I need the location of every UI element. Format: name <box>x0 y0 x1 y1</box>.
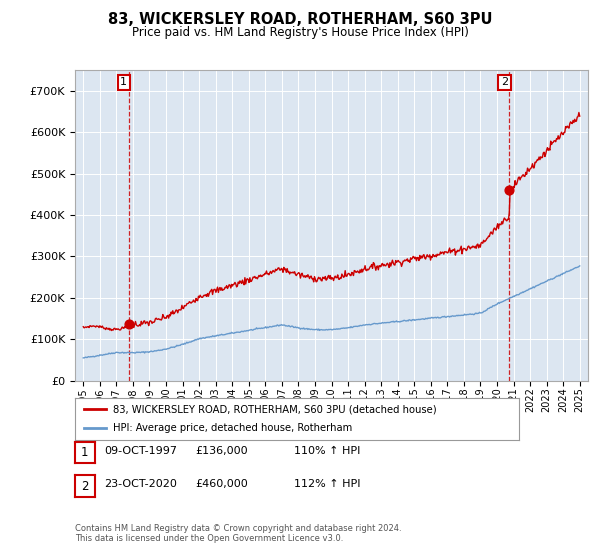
Text: 23-OCT-2020: 23-OCT-2020 <box>104 479 176 489</box>
Text: 112% ↑ HPI: 112% ↑ HPI <box>294 479 361 489</box>
Text: 83, WICKERSLEY ROAD, ROTHERHAM, S60 3PU: 83, WICKERSLEY ROAD, ROTHERHAM, S60 3PU <box>108 12 492 27</box>
Text: HPI: Average price, detached house, Rotherham: HPI: Average price, detached house, Roth… <box>113 423 352 433</box>
Text: 09-OCT-1997: 09-OCT-1997 <box>104 446 177 456</box>
Text: 83, WICKERSLEY ROAD, ROTHERHAM, S60 3PU (detached house): 83, WICKERSLEY ROAD, ROTHERHAM, S60 3PU … <box>113 404 436 414</box>
Text: 2: 2 <box>81 479 89 493</box>
Text: Contains HM Land Registry data © Crown copyright and database right 2024.
This d: Contains HM Land Registry data © Crown c… <box>75 524 401 543</box>
Text: 1: 1 <box>81 446 89 459</box>
Text: 2: 2 <box>501 77 508 87</box>
Text: 1: 1 <box>121 77 127 87</box>
Text: Price paid vs. HM Land Registry's House Price Index (HPI): Price paid vs. HM Land Registry's House … <box>131 26 469 39</box>
Text: 110% ↑ HPI: 110% ↑ HPI <box>294 446 361 456</box>
Point <box>505 186 514 195</box>
Point <box>124 320 134 329</box>
Text: £136,000: £136,000 <box>195 446 248 456</box>
Text: £460,000: £460,000 <box>195 479 248 489</box>
